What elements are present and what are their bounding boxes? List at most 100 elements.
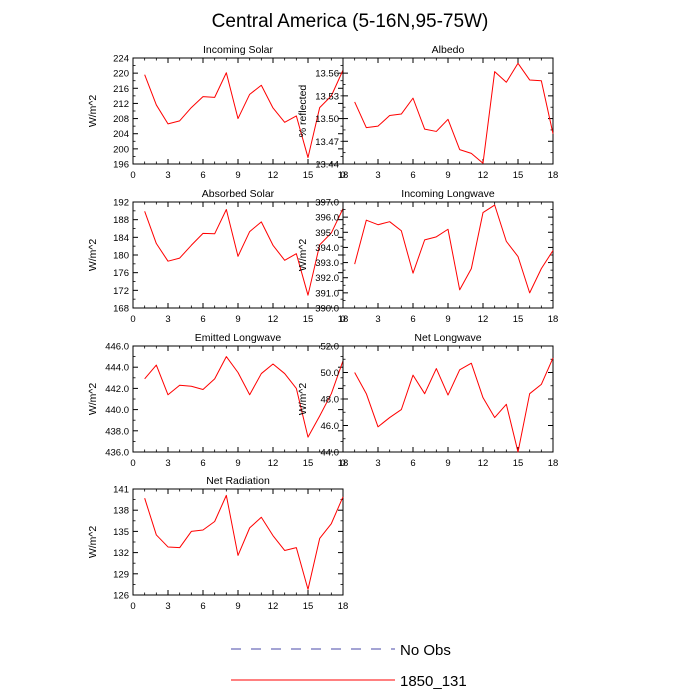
x-tick-label: 6 — [200, 170, 205, 181]
x-tick-label: 0 — [340, 458, 345, 469]
y-tick-label: 50.0 — [321, 368, 340, 379]
x-tick-label: 9 — [235, 601, 240, 612]
x-tick-label: 12 — [268, 458, 279, 469]
x-tick-label: 18 — [338, 601, 349, 612]
y-tick-label: 393.0 — [315, 258, 339, 269]
x-tick-label: 0 — [130, 601, 135, 612]
x-tick-label: 12 — [268, 601, 279, 612]
x-tick-label: 6 — [200, 458, 205, 469]
panel-title: Absorbed Solar — [202, 188, 275, 200]
y-tick-label: 13.50 — [315, 114, 339, 125]
legend: No Obs 1850_131 — [231, 642, 467, 690]
series-line-1850-131 — [144, 494, 344, 590]
x-tick-label: 15 — [303, 458, 314, 469]
y-tick-label: 394.0 — [315, 243, 339, 254]
x-tick-label: 9 — [445, 170, 450, 181]
x-tick-label: 18 — [338, 314, 349, 325]
x-tick-label: 9 — [445, 314, 450, 325]
y-tick-label: 46.0 — [321, 421, 340, 432]
y-tick-label: 192 — [113, 198, 129, 209]
y-tick-label: 196 — [113, 160, 129, 171]
y-tick-label: 397.0 — [315, 198, 339, 209]
x-tick-label: 3 — [375, 314, 380, 325]
x-tick-label: 6 — [410, 458, 415, 469]
x-tick-label: 0 — [340, 170, 345, 181]
series-line-1850-131 — [144, 69, 344, 159]
y-axis-label: W/m^2 — [87, 383, 99, 416]
panel-title: Net Longwave — [414, 332, 481, 344]
y-tick-label: 48.0 — [321, 395, 340, 406]
y-tick-label: 444.0 — [105, 363, 129, 374]
x-tick-label: 12 — [478, 170, 489, 181]
y-tick-label: 208 — [113, 114, 129, 125]
x-tick-label: 12 — [268, 314, 279, 325]
series-line-1850-131 — [354, 62, 554, 164]
y-tick-label: 176 — [113, 268, 129, 279]
x-tick-label: 15 — [513, 458, 524, 469]
plot-frame — [132, 345, 344, 453]
plot-frame — [342, 57, 554, 165]
x-tick-label: 18 — [548, 458, 559, 469]
y-tick-label: 396.0 — [315, 213, 339, 224]
x-tick-label: 9 — [445, 458, 450, 469]
y-tick-label: 126 — [113, 591, 129, 602]
y-tick-label: 442.0 — [105, 384, 129, 395]
x-tick-label: 3 — [165, 314, 170, 325]
series-line-1850-131 — [354, 204, 554, 294]
y-tick-label: 13.47 — [315, 137, 339, 148]
y-tick-label: 436.0 — [105, 448, 129, 459]
figure-title: Central America (5-16N,95-75W) — [212, 11, 489, 32]
y-tick-label: 390.0 — [315, 304, 339, 315]
x-tick-label: 15 — [303, 601, 314, 612]
x-tick-label: 15 — [303, 314, 314, 325]
series-line-1850-131 — [144, 356, 344, 438]
plot-frame — [132, 488, 344, 596]
y-tick-label: 172 — [113, 286, 129, 297]
y-tick-label: 212 — [113, 99, 129, 110]
plot-frame — [342, 201, 554, 309]
series-line-1850-131 — [354, 357, 554, 453]
y-tick-label: 438.0 — [105, 426, 129, 437]
y-tick-label: 168 — [113, 304, 129, 315]
x-tick-label: 12 — [478, 458, 489, 469]
x-tick-label: 6 — [200, 601, 205, 612]
y-tick-label: 13.53 — [315, 91, 339, 102]
y-tick-label: 224 — [113, 54, 129, 65]
y-tick-label: 138 — [113, 506, 129, 517]
y-axis-label: % reflected — [297, 85, 309, 138]
y-tick-label: 395.0 — [315, 228, 339, 239]
x-tick-label: 15 — [513, 314, 524, 325]
x-tick-label: 0 — [130, 314, 135, 325]
y-tick-label: 204 — [113, 129, 129, 140]
y-tick-label: 220 — [113, 69, 129, 80]
panel-incoming-solar: Incoming Solar W/m^2 0 3 6 9 12 15 18 196 200 204 20… — [87, 44, 348, 181]
panel-title: Net Radiation — [206, 475, 270, 487]
y-tick-label: 200 — [113, 144, 129, 155]
x-tick-label: 0 — [130, 170, 135, 181]
y-tick-label: 392.0 — [315, 273, 339, 284]
x-tick-label: 9 — [235, 314, 240, 325]
x-tick-label: 18 — [548, 170, 559, 181]
x-tick-label: 3 — [375, 170, 380, 181]
legend-label-1850-131: 1850_131 — [400, 673, 467, 690]
x-tick-label: 6 — [410, 170, 415, 181]
x-tick-label: 3 — [165, 170, 170, 181]
y-tick-label: 180 — [113, 251, 129, 262]
panels: Incoming Solar W/m^2 0 3 6 9 12 15 18 196 200 204 20… — [87, 44, 558, 612]
x-tick-label: 0 — [130, 458, 135, 469]
panel-title: Incoming Longwave — [401, 188, 495, 200]
x-tick-label: 18 — [338, 170, 349, 181]
y-tick-label: 132 — [113, 548, 129, 559]
y-tick-label: 52.0 — [321, 342, 340, 353]
panel-absorbed-solar: Absorbed Solar W/m^2 0 3 6 9 12 15 18 168 172 176 18… — [87, 188, 348, 325]
plot-frame — [132, 57, 344, 165]
x-tick-label: 9 — [235, 458, 240, 469]
x-tick-label: 12 — [478, 314, 489, 325]
x-tick-label: 12 — [268, 170, 279, 181]
y-tick-label: 188 — [113, 215, 129, 226]
y-tick-label: 129 — [113, 569, 129, 580]
x-tick-label: 18 — [548, 314, 559, 325]
